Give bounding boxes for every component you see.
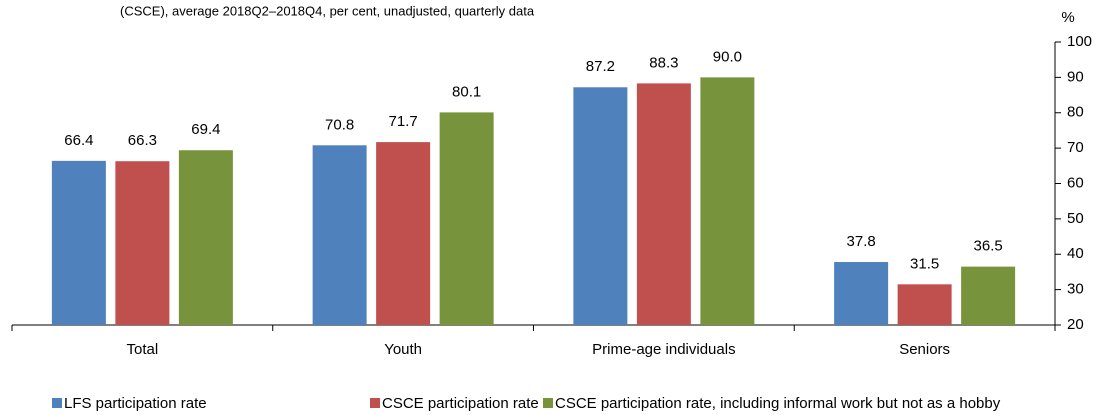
legend-swatch — [370, 398, 380, 408]
y-tick-label: 90 — [1067, 68, 1084, 85]
bar — [573, 87, 628, 325]
y-tick-label: 70 — [1067, 139, 1084, 156]
legend-label: LFS participation rate — [64, 395, 207, 412]
y-tick-label: 60 — [1067, 174, 1084, 191]
chart-subtitle: (CSCE), average 2018Q2–2018Q4, per cent,… — [120, 3, 535, 18]
value-label: 37.8 — [847, 233, 876, 250]
x-tick-label: Seniors — [899, 341, 950, 358]
value-label: 66.4 — [64, 132, 93, 149]
value-label: 36.5 — [974, 238, 1003, 255]
bar — [439, 112, 494, 326]
x-tick-label: Total — [127, 341, 159, 358]
value-label: 90.0 — [713, 48, 742, 65]
y-tick-label: 40 — [1067, 245, 1084, 262]
value-label: 80.1 — [452, 83, 481, 100]
bar — [961, 266, 1016, 325]
y-tick-label: 30 — [1067, 281, 1084, 298]
legend-label: CSCE participation rate, including infor… — [555, 395, 1001, 412]
bar — [115, 161, 170, 325]
y-axis-label: % — [1061, 9, 1074, 26]
y-tick-label: 100 — [1067, 33, 1092, 50]
y-tick-label: 80 — [1067, 104, 1084, 121]
y-tick-label: 50 — [1067, 210, 1084, 227]
bar — [312, 145, 367, 325]
value-label: 70.8 — [325, 116, 354, 133]
value-label: 31.5 — [910, 255, 939, 272]
bar — [700, 77, 755, 325]
bar — [51, 160, 106, 325]
x-tick-label: Youth — [384, 341, 422, 358]
value-label: 66.3 — [128, 132, 157, 149]
bar — [897, 284, 952, 325]
legend-swatch — [52, 398, 62, 408]
value-label: 71.7 — [389, 113, 418, 130]
y-tick-label: 20 — [1067, 316, 1084, 333]
value-label: 88.3 — [649, 54, 678, 71]
legend-swatch — [543, 398, 553, 408]
value-label: 69.4 — [191, 121, 220, 138]
bar — [376, 142, 431, 325]
bar — [636, 83, 691, 325]
bar — [178, 150, 233, 325]
x-tick-label: Prime-age individuals — [592, 341, 735, 358]
legend-label: CSCE participation rate — [382, 395, 539, 412]
bar — [834, 262, 889, 325]
value-label: 87.2 — [586, 58, 615, 75]
